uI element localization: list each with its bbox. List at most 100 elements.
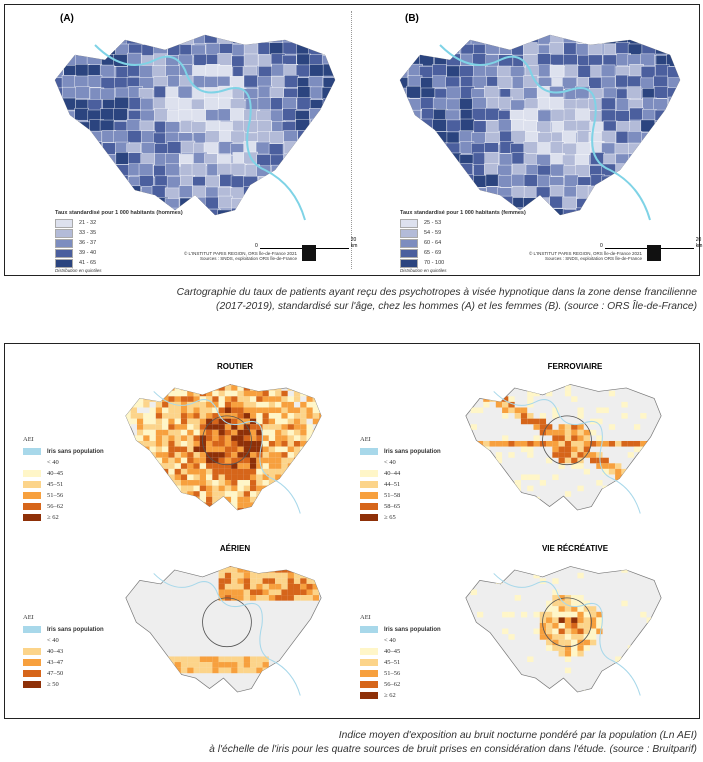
map-cell [199,429,207,436]
map-cell [564,639,572,646]
map-cell [287,446,294,453]
map-cell [193,491,200,497]
map-cell [275,401,282,408]
map-cell [162,374,168,380]
map-cell [237,440,244,447]
map-cell [256,374,262,380]
map-cell [269,229,283,235]
map-cell [615,474,622,481]
map-cell [563,221,577,233]
map-cell [137,514,143,520]
map-cell [187,502,194,508]
map-cell [199,407,207,414]
map-cell [497,119,513,132]
map-cell [268,440,276,447]
map-cell [125,396,131,402]
map-cell [524,220,538,232]
legend-swatch [55,228,73,238]
map-cell [633,485,641,492]
map-cell [653,519,659,524]
map-cell [180,424,188,430]
map-cell [200,514,206,520]
map-cell [497,76,512,89]
map-cell [558,628,565,635]
map-cell [615,689,622,693]
map-cell [268,474,276,481]
map-legend: AEI Iris sans population < 40 40–45 45–51 51–… [360,614,441,701]
map-cell [206,440,213,447]
map-cell [193,390,200,397]
map-cell [125,384,131,386]
map-cell [275,578,282,584]
map-cell [300,514,306,520]
map-cell [180,396,188,402]
map-cell [564,622,572,629]
map-cell [309,175,325,188]
map-cell [150,374,156,380]
map-cell [583,622,590,629]
map-cell [596,435,603,441]
map-cell [293,566,301,568]
map-cell [125,507,131,511]
map-cell [155,463,163,469]
map-cell [433,152,448,166]
map-cell [180,452,188,458]
map-cell [297,187,312,200]
map-cell [256,390,263,397]
map-cell [476,566,484,568]
map-cell [61,42,76,55]
map-cell [665,374,670,380]
map-cell [250,566,257,568]
map-cell [136,502,144,508]
map-cell [262,502,269,508]
panel-label: (A) [60,13,74,24]
map-cell [546,634,553,640]
map-cell [300,413,307,419]
map-cell [73,43,89,57]
map-cell [130,480,137,486]
map-cell [571,429,578,436]
map-cell [143,452,150,458]
map-cell [168,396,175,402]
map-cell [495,452,503,458]
map-cell [282,41,298,55]
map-cell [558,595,565,601]
map-cell [237,566,244,568]
map-cell [243,474,250,481]
map-cell [679,120,680,134]
map-cell [155,413,163,419]
map-cell [125,457,131,464]
legend-swatch [55,238,73,248]
map-cell [563,186,579,199]
map-cell [533,424,540,430]
map-cell [300,418,307,425]
map-cell [615,656,622,663]
map-cell [101,173,117,187]
map-cell [458,21,472,33]
map-cell [313,514,319,520]
map-cell [262,595,269,601]
map-cell [174,413,181,419]
map-cell [615,514,621,520]
map-cell [36,76,50,88]
map-cell [306,468,313,475]
map-cell [174,424,181,430]
map-cell [168,440,175,447]
map-cell [243,141,258,154]
map-cell [640,485,647,492]
map-cell [300,589,307,596]
map-cell [583,611,590,618]
map-cell [523,54,538,67]
map-cell [447,185,462,199]
legend-item: 40–45 [360,646,441,657]
map-cell [193,514,199,520]
map-cell [465,385,471,391]
map-cell [446,35,461,46]
map-cell [552,617,559,623]
map-cell [87,165,102,179]
map-cell [614,142,630,156]
institute-logo [647,245,661,261]
map-cell [575,108,590,122]
map-cell [162,413,169,419]
map-cell [231,457,238,464]
